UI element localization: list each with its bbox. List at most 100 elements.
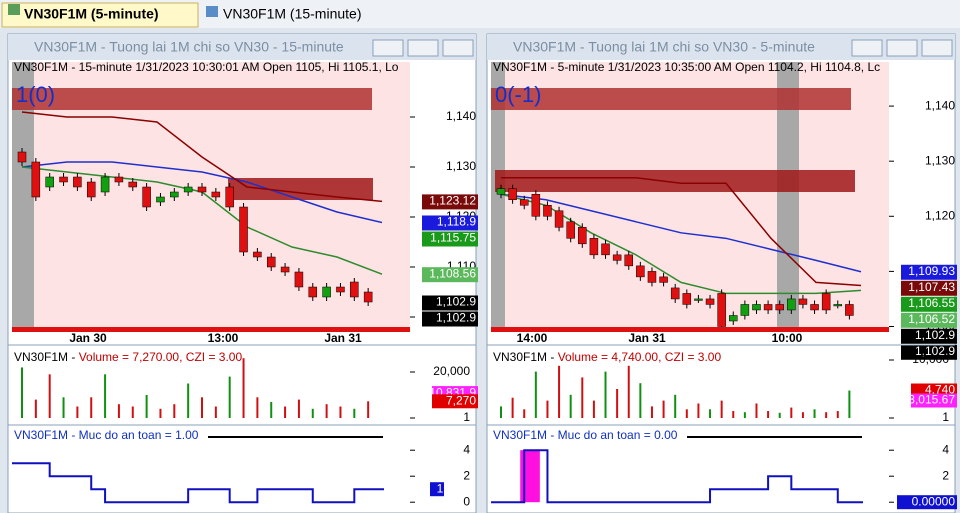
window-button[interactable]	[372, 39, 404, 57]
header-part: CZI = 3.00	[665, 350, 722, 364]
safety-badge	[897, 495, 957, 510]
badge-label: 1,102.9	[436, 295, 476, 309]
candle	[197, 186, 207, 193]
price-badge	[901, 312, 957, 328]
x-tick-label: Jan 30	[69, 331, 107, 345]
candle	[554, 210, 564, 228]
candle	[508, 188, 517, 201]
safety-badge	[430, 482, 444, 497]
badge-label: 1,102.9	[915, 328, 955, 342]
price-plot: VN30F1M - 5-minute 1/31/2023 10:35:00 AM…	[491, 62, 889, 332]
y-tick-label: 4	[463, 442, 470, 456]
window-button[interactable]	[851, 39, 883, 57]
price-badge	[901, 264, 957, 280]
price-badge	[422, 311, 478, 327]
header-part: Volume = 4,740.00,	[558, 350, 665, 364]
badge-label: 1,102.9	[436, 311, 476, 325]
candle	[647, 271, 657, 283]
tab-icon	[206, 6, 218, 17]
candle	[566, 221, 575, 239]
tab-label[interactable]: VN30F1M (5-minute)	[24, 6, 159, 22]
candle	[183, 186, 193, 193]
candle	[717, 293, 726, 327]
x-tick-label: Jan 31	[628, 331, 666, 345]
candle	[363, 291, 373, 303]
volume-header: VN30F1M - Volume = 7,270.00, CZI = 3.00	[14, 350, 242, 364]
y-tick-label: 0	[463, 494, 470, 508]
y-tick-label: 1	[942, 410, 949, 424]
candle	[73, 176, 82, 188]
candle	[322, 286, 331, 298]
candle	[589, 238, 599, 256]
window-title: VN30F1M - Tuong lai 1M chi so VN30 - 15-…	[34, 39, 344, 55]
candle	[659, 276, 668, 283]
candle	[308, 286, 318, 298]
candle	[810, 304, 819, 311]
tab-active[interactable]	[1, 2, 199, 28]
volume-badge	[432, 394, 478, 409]
badge-label: 1	[437, 481, 444, 495]
y-tick-label: 4	[942, 442, 949, 456]
indicator-line	[21, 161, 383, 224]
candle	[833, 304, 843, 307]
candle	[100, 176, 110, 193]
badge-label: 1,123.12	[429, 194, 476, 208]
candle	[17, 151, 27, 163]
zone	[228, 178, 373, 200]
candle	[694, 298, 703, 301]
indicator-line	[21, 111, 383, 203]
window-button[interactable]	[407, 39, 439, 57]
y-tick-label: 1,120	[925, 208, 955, 222]
candle	[86, 181, 96, 198]
price-badge	[901, 280, 957, 296]
price-badge	[901, 344, 957, 360]
price-badge	[901, 296, 957, 312]
candle	[336, 286, 345, 293]
candle	[266, 256, 276, 268]
y-tick-label: 1,140	[446, 109, 476, 123]
badge-label: 4,740	[925, 383, 955, 397]
window-button[interactable]	[886, 39, 918, 57]
candle	[787, 298, 796, 311]
candle	[821, 293, 831, 311]
candle	[156, 196, 165, 203]
candle	[170, 191, 179, 198]
y-tick-label: 2	[942, 468, 949, 482]
y-tick-label: 1,140	[925, 98, 955, 112]
indicator-line	[501, 176, 862, 287]
candle	[531, 193, 541, 217]
candle	[682, 293, 692, 305]
header-part: CZI = 3.00	[186, 350, 243, 364]
candle	[294, 271, 304, 288]
price-badge	[422, 194, 478, 210]
candle	[705, 298, 715, 305]
session-band	[777, 62, 799, 332]
candle	[211, 191, 221, 198]
candle	[740, 304, 750, 316]
x-tick-label: 10:00	[772, 331, 803, 345]
price-badge	[422, 295, 478, 311]
window-button[interactable]	[442, 39, 474, 57]
candle	[845, 304, 854, 316]
tab-icon	[8, 4, 20, 15]
candle	[612, 254, 622, 261]
zone	[495, 170, 855, 192]
tab-label[interactable]: VN30F1M (15-minute)	[223, 6, 362, 22]
candle	[128, 181, 138, 188]
safety-header: VN30F1M - Muc do an toan = 0.00	[493, 428, 678, 442]
safety-highlight	[520, 450, 540, 503]
candle	[729, 315, 738, 322]
y-tick-label: 1	[463, 410, 470, 424]
price-plot: VN30F1M - 15-minute 1/31/2023 10:30:01 A…	[12, 62, 410, 332]
signal-label: 1(0)	[16, 82, 55, 107]
window-button[interactable]	[921, 39, 953, 57]
safety-line	[12, 462, 384, 504]
session-strip	[491, 327, 889, 332]
indicator-line	[500, 193, 862, 273]
candle	[543, 205, 552, 217]
candle	[496, 188, 506, 195]
badge-label: 1,106.52	[908, 312, 955, 326]
y-tick-label: 10,000	[912, 352, 949, 366]
candle	[31, 161, 41, 198]
